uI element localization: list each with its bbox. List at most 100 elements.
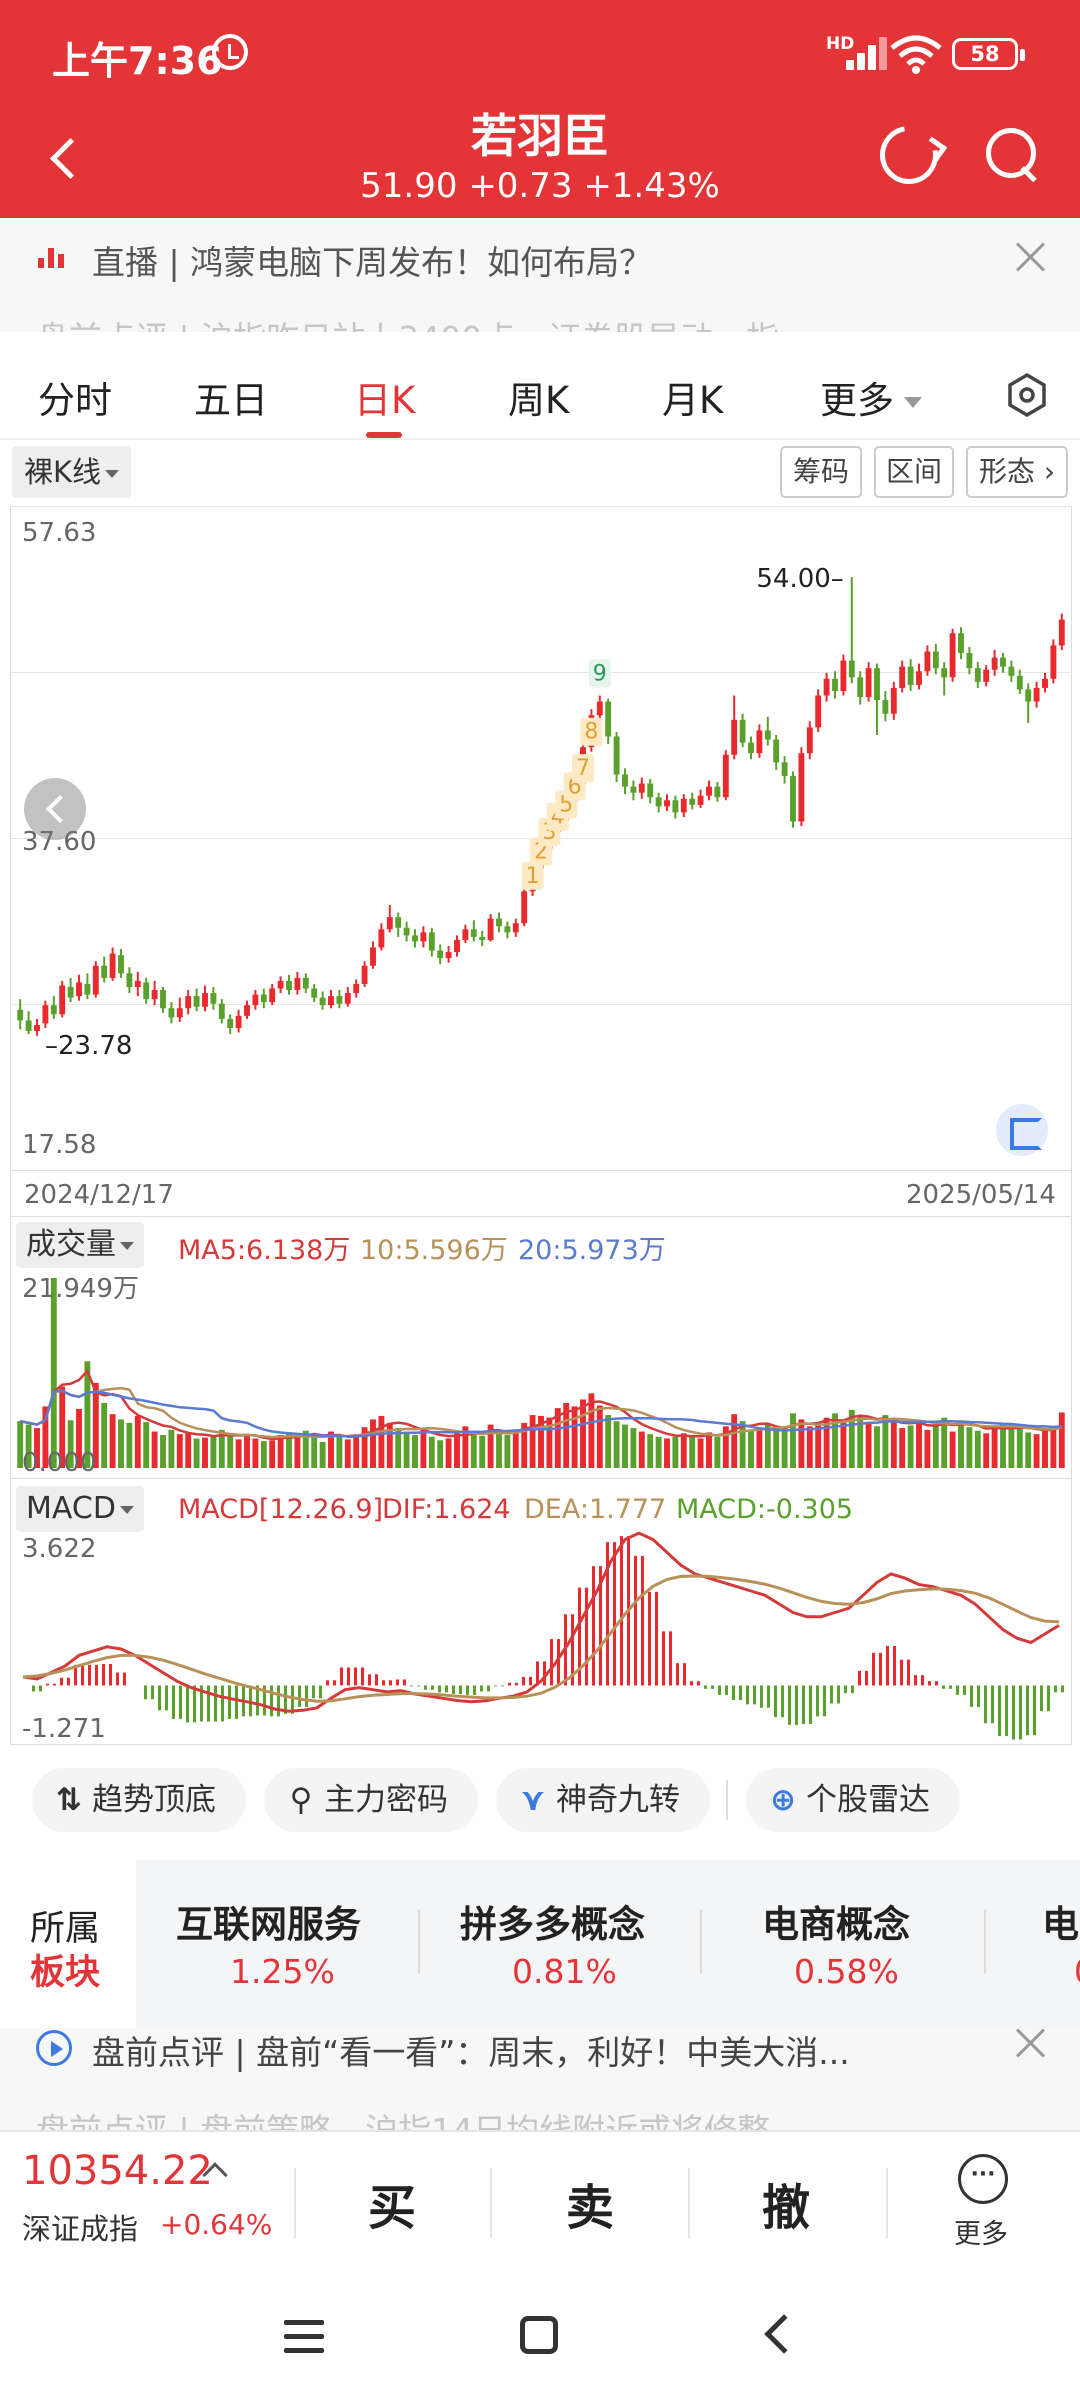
candle-body — [353, 983, 360, 994]
status-bar: 上午7:36 HD 58 — [0, 0, 1080, 100]
volume-bar — [50, 1278, 57, 1468]
candle-body — [1000, 657, 1006, 667]
tab-daily-k[interactable]: 日K — [354, 379, 416, 422]
volume-bar — [92, 1382, 99, 1468]
volume-bar — [1000, 1422, 1006, 1468]
candle-body — [722, 754, 729, 798]
candle-body — [76, 982, 82, 997]
candle-body — [168, 1008, 175, 1018]
news-ticker-bottom[interactable] — [0, 2028, 1080, 2140]
volume-bar — [504, 1435, 511, 1468]
caret-down-icon — [105, 470, 120, 478]
tab-five-day[interactable]: 五日 — [194, 379, 268, 422]
candle-body — [101, 965, 108, 978]
volume-bar — [949, 1431, 956, 1468]
volume-bar — [1042, 1428, 1048, 1468]
tool-divider — [726, 1780, 728, 1820]
more-label[interactable]: 更多 — [954, 2219, 1008, 2250]
volume-bar — [580, 1399, 586, 1468]
macd-value: MACD:-0.305 — [676, 1494, 854, 1525]
volume-bar — [907, 1425, 914, 1468]
volume-bar — [260, 1441, 267, 1468]
volume-bar — [790, 1413, 796, 1468]
x-start-label: 2024/12/17 — [24, 1180, 174, 1210]
tool-stock-radar[interactable]: ⊕ 个股雷达 — [746, 1768, 960, 1832]
search-icon[interactable] — [982, 124, 1040, 182]
candle-body — [1025, 689, 1032, 702]
news-headline[interactable]: 盘前点评 | 盘前“看一看”：周末，利好！中美大消... — [92, 2033, 850, 2072]
volume-bar — [882, 1415, 889, 1468]
sector-name[interactable]: 互联网服务 — [176, 1903, 361, 1946]
trade-divider — [490, 2168, 492, 2238]
home-icon[interactable] — [520, 2316, 558, 2354]
index-value[interactable]: 10354.22 — [22, 2148, 213, 2194]
candle-body — [151, 990, 158, 1000]
candle-body — [34, 1024, 40, 1032]
sector-name[interactable]: 拼多多概念 — [460, 1903, 645, 1946]
candle-body — [470, 929, 477, 937]
grid-line — [10, 672, 1072, 673]
tool-main-force-code[interactable]: ⚲ 主力密码 — [264, 1768, 478, 1832]
volume-indicator-selector[interactable]: 成交量 — [16, 1222, 144, 1268]
close-icon[interactable] — [1014, 2026, 1048, 2060]
volume-bar — [126, 1422, 133, 1468]
pattern-label: 形态 — [978, 455, 1035, 488]
cancel-order-button[interactable]: 撤 — [762, 2180, 811, 2236]
volume-bar — [529, 1415, 536, 1468]
volume-bar — [823, 1417, 830, 1468]
candle-body — [916, 671, 922, 685]
volume-bar — [521, 1422, 528, 1468]
more-icon[interactable]: ··· — [958, 2154, 1008, 2204]
active-tab-indicator — [366, 432, 402, 438]
macd-label: MACD — [26, 1491, 116, 1526]
candle-body — [244, 1005, 250, 1016]
candle-body — [848, 660, 855, 678]
chip-button[interactable]: 筹码 — [780, 446, 862, 498]
close-icon[interactable] — [1014, 240, 1048, 274]
candle-body — [798, 753, 805, 822]
candle-body — [857, 677, 864, 698]
pattern-button[interactable]: 形态 › — [966, 446, 1068, 498]
live-icon — [38, 244, 68, 268]
tab-intraday[interactable]: 分时 — [38, 379, 112, 422]
volume-bar — [378, 1415, 385, 1468]
buy-button[interactable]: 买 — [368, 2180, 417, 2236]
sell-button[interactable]: 卖 — [566, 2180, 615, 2236]
candle-body — [655, 797, 662, 807]
volume-bar — [311, 1434, 318, 1468]
settings-icon[interactable] — [1004, 372, 1050, 418]
candle-body — [504, 926, 511, 933]
news-ticker-top[interactable]: 直播 | 鸿蒙电脑下周发布！如何布局？ 盘前点评 | 沪指昨日站上3400点，证… — [0, 218, 1080, 332]
tab-weekly-k[interactable]: 周K — [508, 379, 570, 422]
fullscreen-icon[interactable] — [996, 1104, 1048, 1156]
macd-indicator-selector[interactable]: MACD — [16, 1486, 144, 1532]
chart-scroll-left-button[interactable] — [24, 778, 86, 840]
sector-name[interactable]: 电商概念 — [762, 1903, 910, 1946]
volume-bar — [932, 1423, 939, 1468]
candle-body — [1008, 666, 1015, 676]
tab-monthly-k[interactable]: 月K — [662, 379, 724, 422]
tool-trend-top-bottom[interactable]: ⇅ 趋势顶底 — [32, 1768, 246, 1832]
volume-bar — [622, 1424, 628, 1468]
volume-bar — [445, 1438, 452, 1468]
volume-bar — [286, 1432, 292, 1468]
volume-bar — [706, 1432, 712, 1468]
tab-more[interactable]: 更多 — [820, 370, 922, 424]
play-icon — [36, 2030, 72, 2066]
candle-body — [689, 798, 696, 805]
volume-bar — [890, 1421, 897, 1468]
max-price-label: 54.00– — [756, 564, 843, 594]
volume-bar — [1058, 1412, 1065, 1468]
volume-bar — [991, 1428, 998, 1468]
menu-icon[interactable] — [284, 2320, 324, 2354]
kline-type-selector[interactable]: 裸K线 — [12, 446, 132, 498]
tool-magic-nine[interactable]: ⋎ 神奇九转 — [496, 1768, 710, 1832]
news-headline[interactable]: 直播 | 鸿蒙电脑下周发布！如何布局？ — [92, 243, 653, 282]
td-count-marker-bg — [521, 861, 544, 890]
sector-name[interactable]: 电 — [1042, 1903, 1079, 1946]
candle-body — [344, 993, 351, 1004]
kline-chart[interactable]: 12345678954.00––23.78 — [0, 500, 1080, 1750]
range-button[interactable]: 区间 — [874, 446, 954, 498]
candle-body — [1058, 619, 1065, 646]
